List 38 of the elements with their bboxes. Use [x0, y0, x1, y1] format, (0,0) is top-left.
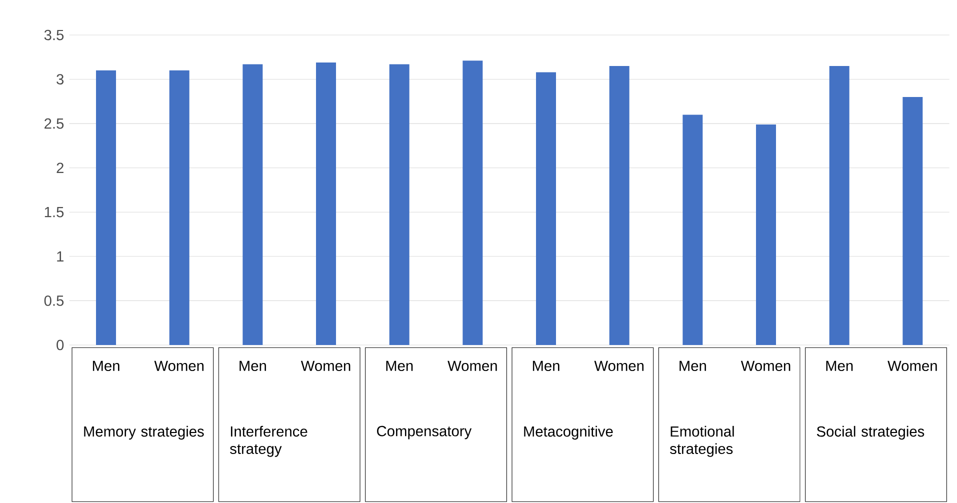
text: Metacognitive	[524, 426, 613, 440]
x-tick-label: Women	[888, 360, 937, 372]
y-tick-label: 2.5	[44, 118, 64, 129]
text: Compensatory	[377, 426, 472, 440]
y-tick-label: 0	[56, 340, 64, 350]
bar	[536, 72, 556, 345]
y-tick-label: 3	[56, 74, 64, 84]
bar	[829, 66, 850, 345]
bar	[756, 124, 776, 345]
x-tick-label: Men	[532, 360, 560, 372]
bar	[609, 66, 630, 345]
bar	[96, 70, 116, 345]
x-tick-label: Women	[300, 360, 350, 372]
y-tick-label: 0.5	[44, 296, 64, 306]
bar	[462, 60, 483, 345]
x-tick-label: Men	[240, 360, 266, 372]
x-tick-label: Women	[740, 360, 790, 372]
y-tick-label: 1.5	[44, 207, 64, 218]
x-tick-label: Women	[448, 360, 497, 372]
y-tick-label: 2	[56, 162, 64, 173]
text: Emotional strategies	[670, 426, 734, 457]
bar	[242, 64, 263, 345]
text: Social strategies	[816, 426, 924, 440]
x-tick-label: Women	[594, 360, 644, 372]
bar	[389, 64, 410, 345]
bar	[682, 114, 703, 345]
x-tick-label: Men	[680, 360, 706, 372]
x-tick-label: Men	[92, 360, 120, 372]
bar	[902, 96, 923, 345]
x-tick-label: Women	[154, 360, 204, 372]
text: Memory strategies	[84, 426, 204, 440]
bar	[169, 70, 190, 345]
bar	[316, 62, 336, 345]
text: Interference strategy	[230, 426, 308, 457]
y-tick-label: 3.5	[44, 30, 64, 40]
x-tick-label: Men	[386, 360, 413, 372]
y-tick-label: 1	[57, 251, 64, 262]
x-tick-label: Men	[826, 360, 853, 372]
